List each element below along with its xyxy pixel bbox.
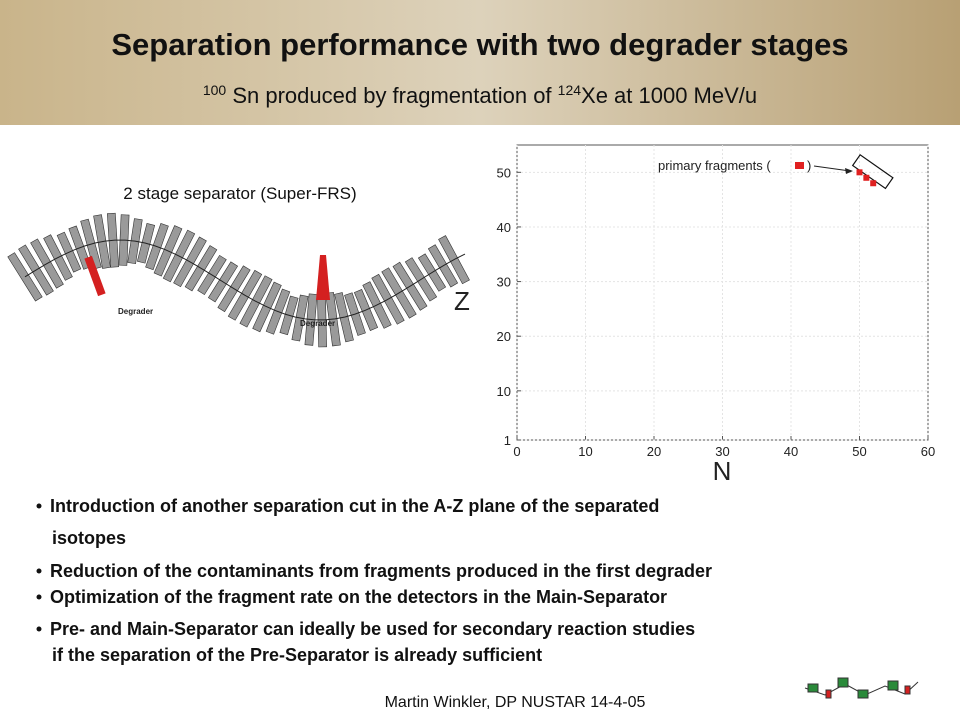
x-tick-label: 60: [921, 444, 935, 459]
footer: Martin Winkler, DP NUSTAR 14-4-05: [385, 694, 646, 711]
x-tick-label: 50: [852, 444, 866, 459]
y-tick-label: 50: [497, 165, 511, 180]
y-tick-label: 20: [497, 329, 511, 344]
annotation-arrow: [813, 165, 851, 172]
x-axis-label: N: [713, 456, 732, 486]
legend-marker: [795, 162, 804, 169]
diagram-label: 2 stage separator (Super-FRS): [123, 184, 356, 203]
x-tick-label: 10: [578, 444, 592, 459]
degrader-label: Degrader: [300, 319, 335, 328]
logo: [804, 677, 919, 699]
bullet-text: Reduction of the contaminants from fragm…: [50, 561, 712, 581]
annotation: primary fragments (: [658, 158, 771, 173]
y-tick-label: 10: [497, 384, 511, 399]
bullet-list: Introduction of another separation cut i…: [36, 496, 712, 665]
bullet-dot: [36, 626, 42, 632]
x-tick-label: 30: [715, 444, 729, 459]
degrader: [316, 255, 330, 300]
y-axis-label: Z: [454, 286, 470, 316]
bullet-dot: [36, 568, 42, 574]
subtitle-text: Sn produced by fragmentation of: [226, 83, 557, 108]
beam-line: [24, 239, 466, 321]
y-tick-label: 40: [497, 220, 511, 235]
y-tick-label: 1: [504, 433, 511, 448]
bullet-text: Pre- and Main-Separator can ideally be u…: [50, 619, 695, 639]
slide-title: Separation performance with two degrader…: [111, 27, 848, 62]
x-tick-label: 40: [784, 444, 798, 459]
header-band: [0, 0, 960, 125]
bullet-text: isotopes: [52, 528, 126, 548]
data-point: [863, 174, 870, 181]
bullet-text: Optimization of the fragment rate on the…: [50, 587, 667, 607]
superscript: 124: [558, 82, 582, 98]
degrader-label: Degrader: [118, 307, 153, 316]
annotation: ): [807, 158, 811, 173]
bullet-dot: [36, 503, 42, 509]
degrader: [84, 255, 106, 297]
annotation-arrowhead: [845, 168, 853, 174]
x-tick-label: 0: [513, 444, 520, 459]
data-point: [870, 180, 877, 187]
subtitle-text: Xe at 1000 MeV/u: [581, 83, 757, 108]
y-tick-label: 30: [497, 275, 511, 290]
bullet-text: if the separation of the Pre-Separator i…: [52, 645, 542, 665]
bullet-dot: [36, 594, 42, 600]
x-tick-label: 20: [647, 444, 661, 459]
slide-subtitle: 100 Sn produced by fragmentation of 124X…: [203, 82, 757, 108]
separator-diagram: [7, 212, 470, 348]
data-point: [856, 169, 863, 176]
superscript: 100: [203, 82, 227, 98]
bullet-text: Introduction of another separation cut i…: [50, 496, 659, 516]
